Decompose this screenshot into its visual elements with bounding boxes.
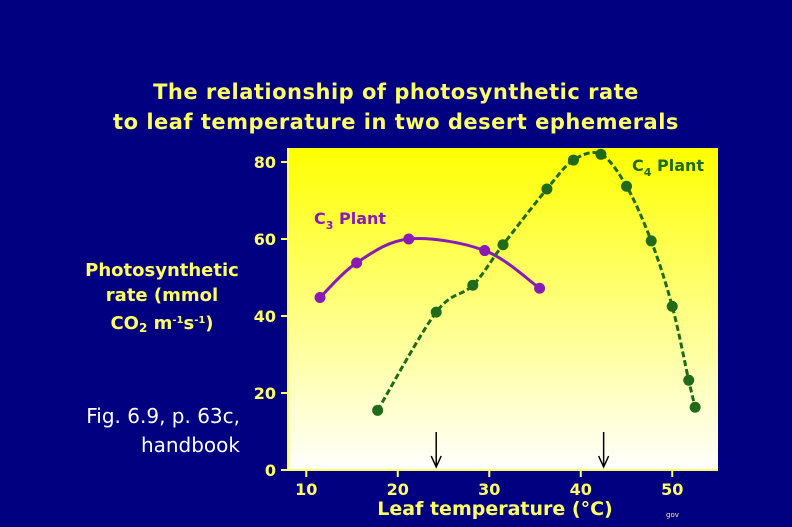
c3-data-point — [351, 257, 363, 269]
c4-data-point — [467, 279, 479, 291]
y-tick-label: 40 — [254, 307, 276, 326]
c4-data-point — [567, 154, 579, 166]
c4-data-point — [497, 239, 509, 251]
series-layer — [314, 148, 701, 416]
c3-data-point — [534, 282, 546, 294]
x-ticks: 10 20 30 40 50 — [295, 470, 683, 499]
y-axis-label-line-2: rate (mmol — [105, 285, 219, 306]
c4-series-line — [376, 151, 697, 412]
y-label-paren: ) — [205, 313, 214, 334]
x-tick-label: 30 — [478, 480, 500, 499]
temperature-arrow-head — [430, 455, 442, 469]
c4-data-point — [430, 306, 442, 318]
x-axis-label: Leaf temperature (°C) — [377, 498, 613, 520]
marker-layer — [430, 432, 610, 469]
caption-line-2: handbook — [140, 433, 240, 457]
c4-series-label: C4 Plant — [632, 156, 704, 179]
c3-label-sub: 3 — [326, 219, 334, 232]
chart-title-line-1: The relationship of photosynthetic rate — [153, 80, 639, 104]
c4-data-point — [621, 180, 633, 192]
x-tick-label: 40 — [570, 480, 592, 499]
c3-data-point — [403, 233, 415, 245]
x-tick-label: 10 — [295, 480, 317, 499]
y-axis-label-line-1: Photosynthetic — [85, 260, 239, 281]
y-tick-label: 0 — [265, 461, 276, 480]
c4-data-point — [666, 300, 678, 312]
c4-label-main: C — [632, 156, 644, 175]
chart-title-line-2: to leaf temperature in two desert epheme… — [113, 110, 679, 134]
c4-label-sub: 4 — [644, 166, 652, 179]
y-label-m: m — [147, 313, 173, 334]
y-label-s: s — [183, 313, 195, 334]
y-axis-label: Photosynthetic rate (mmol CO2 m-1s-1) — [62, 258, 262, 341]
y-label-sup-2: -1 — [194, 315, 206, 326]
plot-area — [288, 148, 718, 470]
c3-series-label: C3 Plant — [314, 209, 386, 232]
temperature-arrow-head — [597, 455, 610, 469]
c3-label-rest: Plant — [333, 209, 386, 228]
figure-caption: Fig. 6.9, p. 63c, handbook — [40, 402, 240, 460]
x-tick-label: 20 — [387, 480, 409, 499]
y-label-sub-2: 2 — [138, 321, 148, 335]
c3-label-main: C — [314, 209, 326, 228]
y-label-co: CO — [110, 313, 139, 334]
c4-data-point — [541, 183, 553, 195]
y-tick-label: 20 — [254, 384, 276, 403]
y-label-sup-1: -1 — [172, 315, 184, 326]
c4-data-point — [595, 148, 607, 160]
c4-data-point — [683, 374, 695, 386]
c3-data-point — [314, 292, 326, 304]
c4-data-point — [372, 404, 384, 416]
y-axis-label-line-3: CO2 m-1s-1) — [62, 308, 262, 341]
y-tick-label: 80 — [254, 153, 276, 172]
c4-data-point — [645, 235, 657, 247]
caption-line-1: Fig. 6.9, p. 63c, — [86, 404, 240, 428]
y-ticks: 0 20 40 60 80 — [254, 153, 288, 480]
c4-data-point — [689, 401, 701, 413]
watermark: gov — [666, 511, 679, 519]
c4-label-rest: Plant — [651, 156, 704, 175]
y-tick-label: 60 — [254, 230, 276, 249]
c3-data-point — [479, 245, 491, 257]
x-tick-label: 50 — [661, 480, 683, 499]
